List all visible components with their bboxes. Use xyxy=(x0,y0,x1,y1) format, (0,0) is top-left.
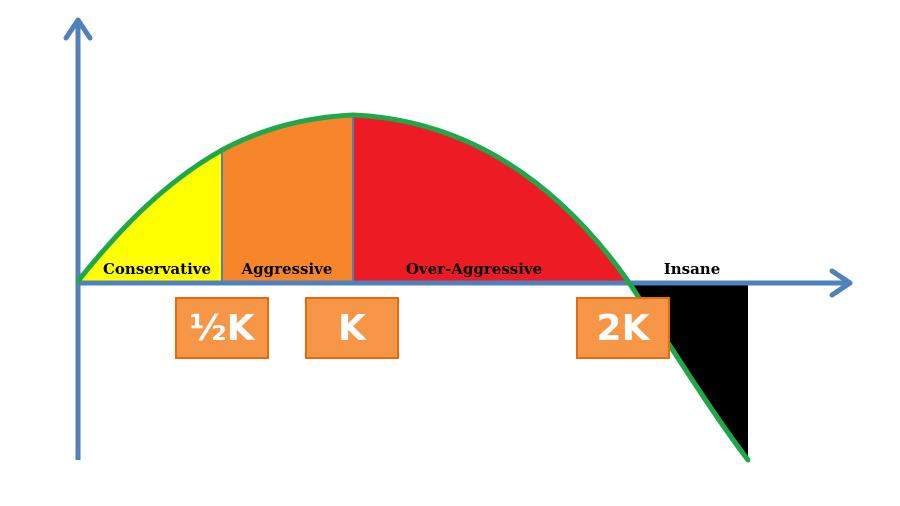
zone-label-over-aggressive: Over-Aggressive xyxy=(406,260,542,278)
x-axis-arrow-icon xyxy=(829,268,853,298)
marker-k: K xyxy=(305,297,399,359)
zone-label-aggressive: Aggressive xyxy=(241,260,333,278)
marker-2k: 2K xyxy=(576,297,670,359)
zone-label-insane: Insane xyxy=(664,260,721,278)
zone-label-conservative: Conservative xyxy=(103,260,211,278)
aggressive-zone xyxy=(222,115,353,281)
over-aggressive-zone xyxy=(353,115,628,281)
conservative-zone xyxy=(78,150,222,281)
marker-half-k: ½K xyxy=(175,297,269,359)
y-axis-arrow-icon xyxy=(63,17,93,41)
